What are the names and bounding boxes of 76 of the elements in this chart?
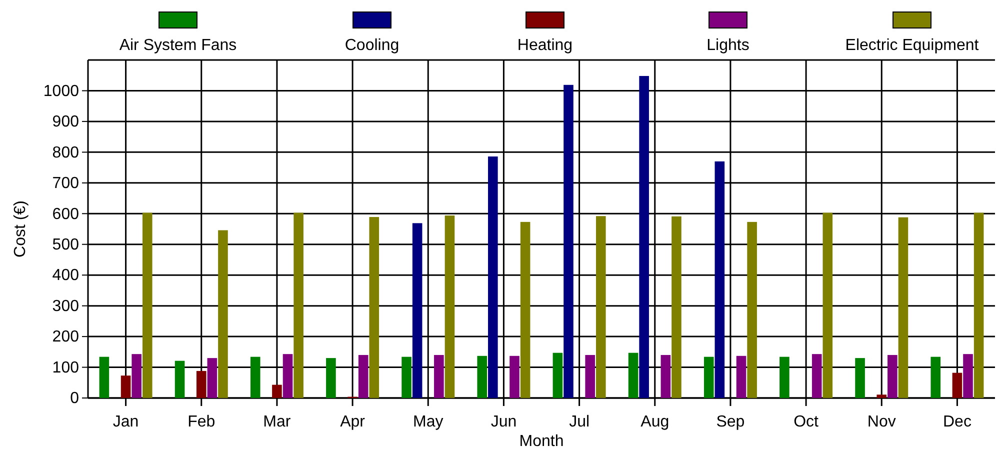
bar	[855, 358, 865, 398]
bar	[510, 356, 520, 398]
y-tick-label: 900	[52, 114, 80, 131]
bar	[704, 356, 714, 398]
bar	[282, 354, 293, 398]
x-axis-title: Month	[519, 433, 564, 450]
x-tick-label: Feb	[188, 414, 216, 431]
x-tick-label: Nov	[867, 414, 896, 431]
y-tick-label: 0	[70, 390, 80, 408]
y-tick-label: 500	[52, 236, 80, 254]
x-tick-label: Mar	[263, 414, 292, 431]
bar	[132, 354, 142, 398]
bar	[326, 358, 336, 398]
bar	[272, 384, 282, 398]
bar	[585, 354, 595, 398]
bar	[564, 84, 574, 398]
bar	[358, 354, 368, 398]
bar	[736, 356, 746, 398]
bar	[876, 394, 887, 398]
bar	[218, 230, 228, 398]
bar	[207, 358, 218, 398]
bar	[812, 354, 822, 398]
bar	[294, 212, 304, 398]
bar	[963, 354, 973, 398]
x-tick-label: Dec	[942, 414, 972, 431]
y-tick-label: 700	[52, 175, 80, 192]
bar	[974, 212, 984, 398]
legend-label: Air System Fans	[119, 37, 237, 54]
bar	[520, 222, 530, 398]
bar	[120, 376, 131, 398]
bar	[639, 76, 649, 398]
legend-label: Electric Equipment	[845, 37, 980, 54]
x-tick-label: Jul	[569, 414, 590, 431]
x-tick-label: Apr	[340, 414, 366, 431]
y-tick-label: 400	[52, 267, 80, 284]
y-tick-label: 800	[52, 144, 80, 162]
bar	[402, 356, 412, 398]
bar	[888, 354, 898, 398]
bar	[628, 352, 638, 398]
x-tick-label: Jan	[112, 414, 139, 431]
bar	[660, 354, 671, 398]
bar	[672, 216, 682, 398]
y-tick-label: 100	[52, 359, 80, 376]
bar	[930, 356, 941, 398]
bar	[898, 217, 908, 398]
y-tick-label: 300	[52, 298, 80, 315]
bar	[747, 222, 757, 398]
bar	[250, 356, 260, 398]
x-tick-label: Sep	[716, 414, 745, 431]
x-tick-label: Aug	[640, 414, 670, 431]
bar	[596, 216, 606, 398]
y-tick-label: 200	[52, 328, 80, 346]
bar	[488, 156, 498, 398]
bar	[952, 372, 962, 398]
bar	[552, 352, 563, 398]
y-tick-label: 1000	[43, 82, 80, 100]
bar	[142, 212, 152, 398]
bar	[99, 356, 110, 398]
x-tick-label: May	[413, 414, 444, 431]
bar	[174, 360, 185, 398]
bar	[369, 217, 380, 398]
bar	[822, 212, 833, 398]
bar	[196, 370, 206, 398]
y-axis-title: Cost (€)	[12, 200, 29, 258]
bar	[477, 356, 488, 398]
bar	[714, 161, 725, 398]
legend-label: Lights	[706, 37, 750, 54]
bar	[780, 356, 790, 398]
y-tick-label: 600	[52, 206, 80, 223]
legend-label: Cooling	[344, 37, 400, 54]
legend-label: Heating	[517, 37, 573, 54]
x-tick-label: Jun	[490, 414, 517, 431]
x-tick-label: Oct	[794, 414, 820, 431]
bar	[434, 354, 444, 398]
bar	[444, 215, 455, 398]
bar	[412, 223, 422, 398]
